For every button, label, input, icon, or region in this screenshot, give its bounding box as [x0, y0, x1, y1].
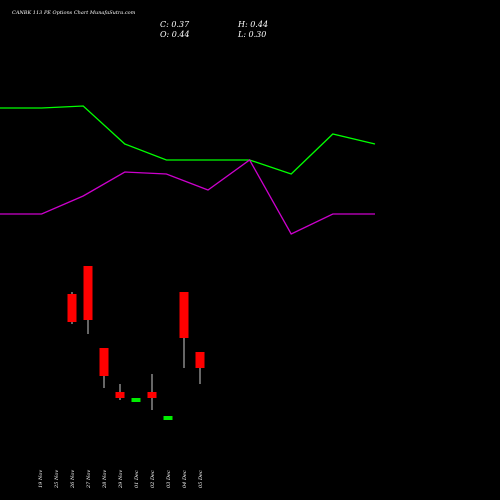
x-tick-label: 28 Nov	[102, 470, 108, 489]
candle-body	[67, 294, 77, 322]
x-tick-label: 19 Nov	[38, 470, 44, 488]
candle-body	[99, 348, 109, 376]
x-tick-label: 26 Nov	[70, 470, 76, 489]
candle-body	[83, 266, 93, 320]
x-tick-label: 04 Dec	[182, 470, 188, 488]
close-readout: C: 0.37	[160, 20, 190, 29]
x-tick-label: 05 Dec	[198, 470, 204, 488]
low-readout: L: 0.30	[237, 30, 266, 39]
candle-body	[179, 292, 189, 338]
x-tick-label: 02 Dec	[150, 470, 156, 488]
indicator-line-1	[0, 105, 376, 175]
candle	[115, 384, 125, 400]
open-readout: O: 0.44	[160, 30, 190, 39]
candle	[131, 398, 141, 402]
candle-body	[163, 416, 173, 420]
candle-body	[195, 352, 205, 368]
candle	[83, 266, 93, 334]
candle	[163, 416, 173, 420]
candle-body	[115, 392, 125, 398]
indicator-line-2	[0, 159, 375, 235]
candle	[99, 348, 109, 388]
high-readout: H: 0.44	[237, 20, 268, 29]
x-tick-label: 01 Dec	[134, 470, 140, 488]
x-tick-label: 25 Nov	[54, 470, 60, 489]
x-tick-label: 03 Dec	[166, 470, 172, 488]
candles	[67, 266, 205, 420]
indicator-lines	[0, 105, 376, 235]
candle	[179, 292, 189, 368]
x-tick-label: 29 Nov	[118, 470, 124, 489]
candle	[195, 352, 205, 384]
candle	[147, 374, 157, 410]
candle	[67, 292, 77, 324]
chart-title: CANBK 113 PE Options Chart MunafaSutra.c…	[12, 10, 136, 16]
x-tick-label: 27 Nov	[86, 470, 92, 489]
x-axis-ticks: 19 Nov 25 Nov 26 Nov 27 Nov 28 Nov 29 Nov 01 D…	[38, 470, 204, 489]
candle-body	[131, 398, 141, 402]
candle-body	[147, 392, 157, 398]
